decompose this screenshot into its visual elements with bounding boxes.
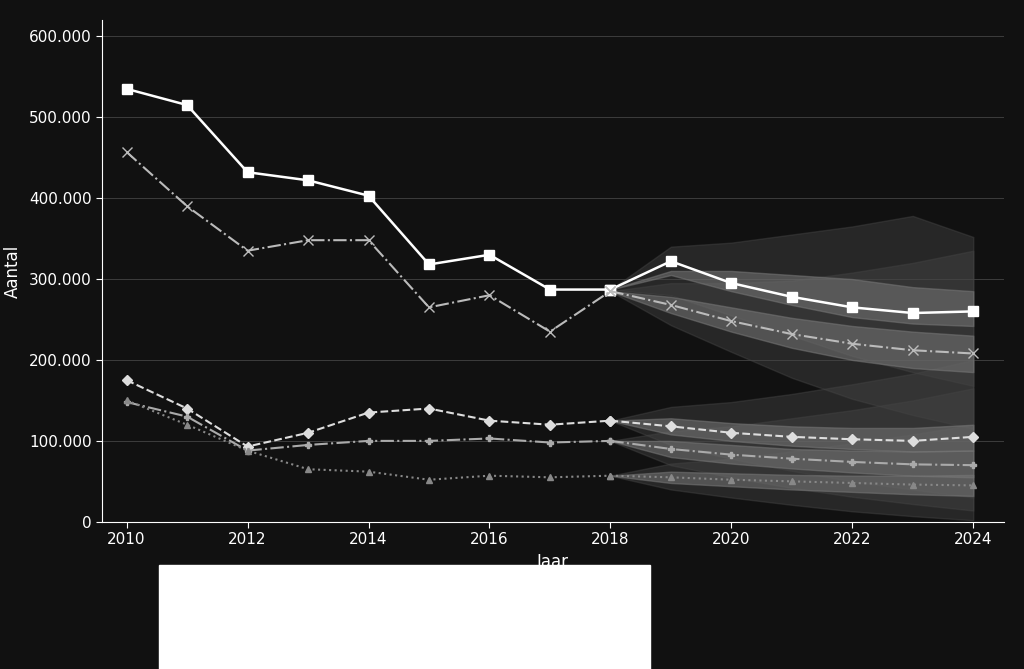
X-axis label: Jaar: Jaar: [537, 553, 569, 571]
Y-axis label: Aantal: Aantal: [4, 244, 23, 298]
